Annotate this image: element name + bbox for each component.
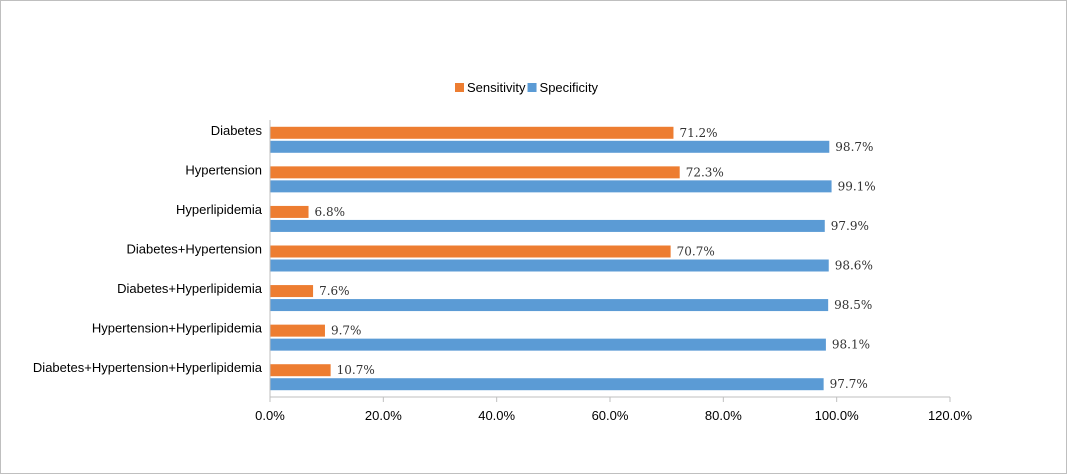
bar-sensitivity — [270, 364, 331, 377]
legend-swatch-specificity — [527, 83, 537, 92]
data-label-specificity: 98.7% — [835, 140, 873, 154]
bar-specificity — [270, 219, 825, 232]
bar-sensitivity — [270, 245, 671, 258]
category-label: Hypertension — [185, 162, 262, 177]
category-label: Hypertension+Hyperlipidemia — [92, 321, 263, 336]
bar-specificity — [270, 180, 832, 193]
bar-sensitivity — [270, 126, 674, 139]
bar-sensitivity — [270, 166, 680, 179]
bar-sensitivity — [270, 205, 309, 218]
data-label-specificity: 99.1% — [838, 179, 876, 193]
bar-specificity — [270, 338, 826, 351]
x-tick-label: 40.0% — [478, 408, 515, 423]
legend-swatch-sensitivity — [455, 83, 464, 92]
category-label: Diabetes+Hypertension+Hyperlipidemia — [33, 360, 263, 375]
data-label-sensitivity: 71.2% — [679, 126, 717, 140]
data-label-specificity: 98.5% — [834, 298, 872, 312]
legend: Sensitivity Specificity — [455, 80, 599, 95]
legend-label-specificity: Specificity — [540, 80, 599, 95]
plot-area: Diabetes 71.2% 98.7% Hypertension 72.3% 99.1%… — [33, 123, 876, 391]
data-label-sensitivity: 7.6% — [319, 284, 350, 298]
x-tick-label: 0.0% — [255, 408, 285, 423]
data-label-sensitivity: 70.7% — [677, 245, 715, 259]
data-label-sensitivity: 10.7% — [337, 363, 375, 377]
bar-specificity — [270, 378, 824, 391]
category-label: Diabetes+Hypertension — [127, 242, 263, 257]
x-tick-label: 60.0% — [592, 408, 629, 423]
x-axis: 0.0% 20.0% 40.0% 60.0% 80.0% 100.0% 120.0% — [255, 120, 972, 423]
bar-specificity — [270, 259, 829, 272]
category-label: Diabetes+Hyperlipidemia — [117, 281, 263, 296]
legend-label-sensitivity: Sensitivity — [467, 80, 526, 95]
x-tick-label: 100.0% — [815, 408, 860, 423]
data-label-sensitivity: 72.3% — [686, 165, 724, 179]
data-label-specificity: 97.9% — [831, 219, 869, 233]
data-label-specificity: 97.7% — [830, 377, 868, 391]
data-label-specificity: 98.6% — [835, 259, 873, 273]
data-label-sensitivity: 9.7% — [331, 324, 362, 338]
x-tick-label: 80.0% — [705, 408, 742, 423]
bar-sensitivity — [270, 324, 325, 337]
bar-specificity — [270, 299, 829, 312]
data-label-sensitivity: 6.8% — [315, 205, 346, 219]
x-tick-label: 20.0% — [365, 408, 402, 423]
bar-sensitivity — [270, 285, 314, 298]
category-label: Hyperlipidemia — [176, 202, 263, 217]
x-tick-label: 120.0% — [928, 408, 973, 423]
data-label-specificity: 98.1% — [832, 338, 870, 352]
category-label: Diabetes — [211, 123, 263, 138]
bar-specificity — [270, 140, 830, 153]
